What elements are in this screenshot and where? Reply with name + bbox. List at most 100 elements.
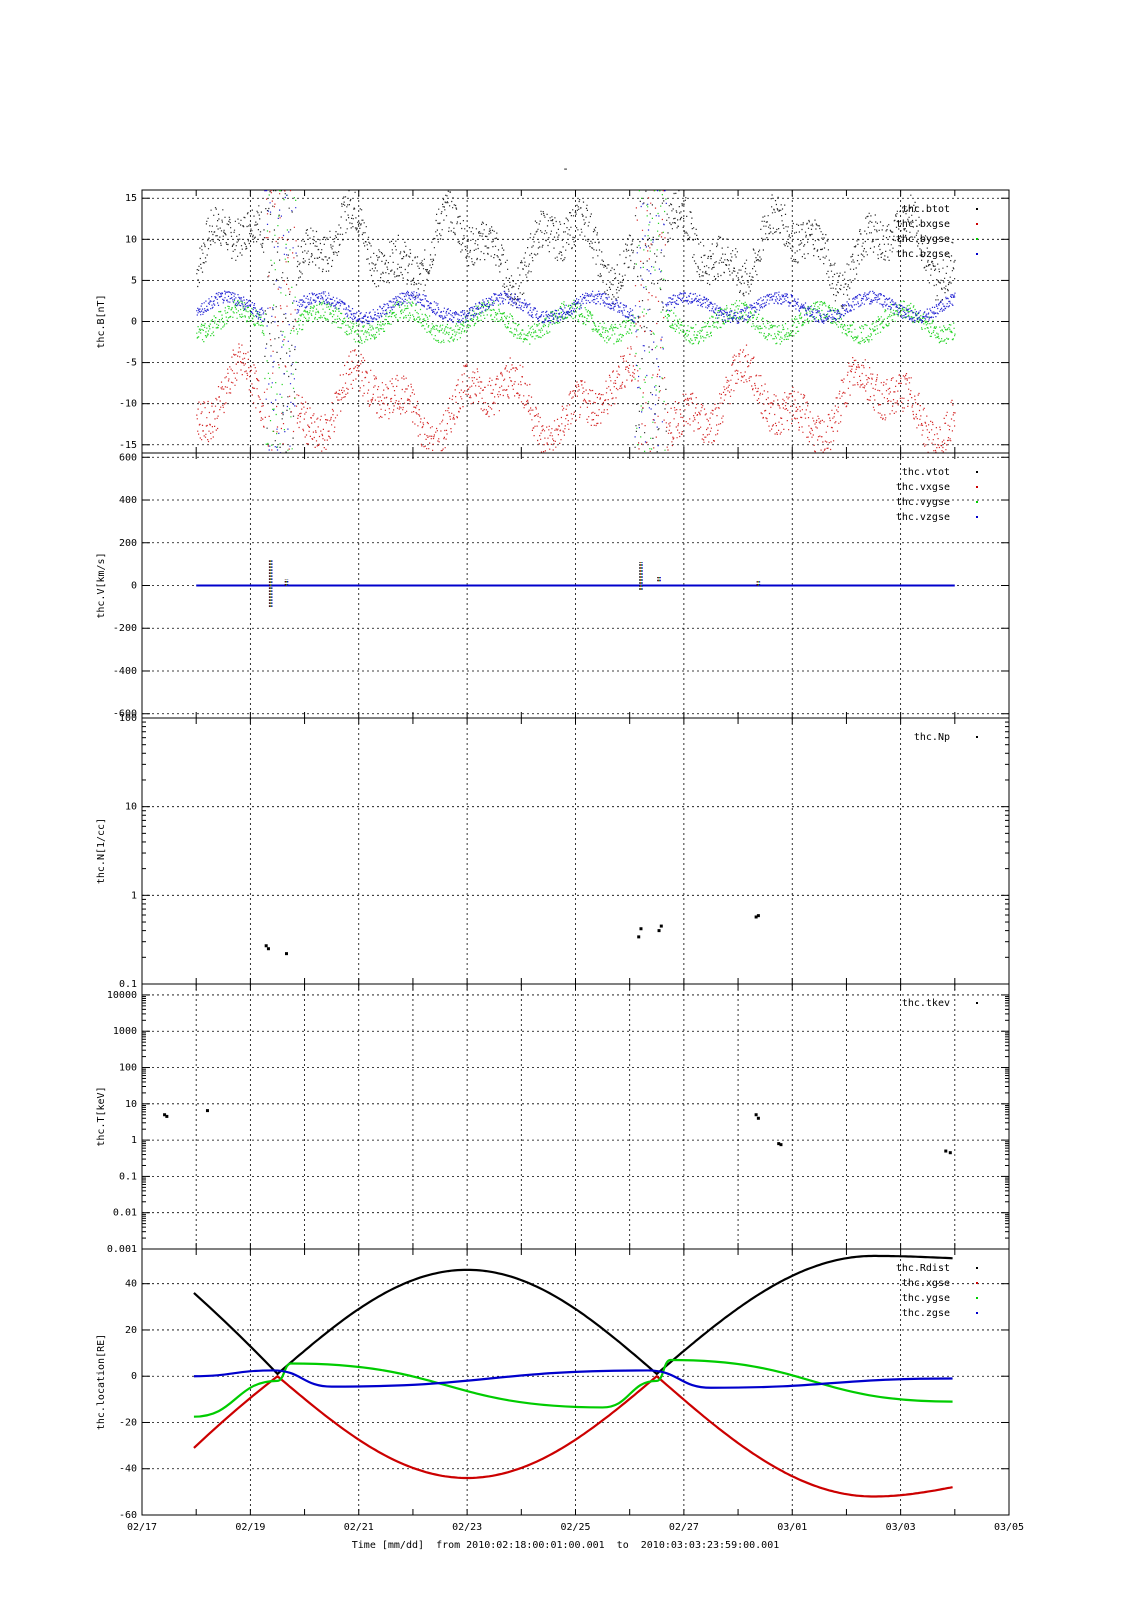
y-tick-label: -400 xyxy=(113,666,137,677)
y-tick-label: 40 xyxy=(125,1279,137,1290)
legend-label: thc.bxgse xyxy=(896,219,950,230)
legend-marker xyxy=(976,1267,978,1269)
data-point xyxy=(659,924,663,928)
data-point xyxy=(205,1109,209,1113)
x-tick-label: 02/27 xyxy=(669,1522,699,1533)
data-point xyxy=(756,914,760,918)
legend-label: thc.tkev xyxy=(902,998,950,1009)
y-tick-label: 0 xyxy=(131,581,137,592)
panel-4: 0.001 0.01 0.1 1 10 100 1000 10000 thc.T[keV] thc… xyxy=(96,983,1010,1255)
legend-marker xyxy=(976,238,978,240)
legend-label: thc.vygse xyxy=(896,497,950,508)
series-thc.Rdist xyxy=(193,1254,953,1376)
legend-label: thc.Rdist xyxy=(896,1263,950,1274)
legend-marker xyxy=(976,223,978,225)
y-tick-label: 1000 xyxy=(113,1026,137,1037)
y-tick-label: 15 xyxy=(125,193,137,204)
y-axis-label: thc.location[RE] xyxy=(96,1334,107,1430)
y-axis-label: thc.T[keV] xyxy=(96,1086,107,1146)
y-tick-label: 1 xyxy=(131,1135,137,1146)
legend-label: thc.xgse xyxy=(902,1278,950,1289)
y-tick-label: 10 xyxy=(125,234,137,245)
legend-label: thc.bygse xyxy=(896,234,950,245)
legend-marker xyxy=(976,736,978,738)
data-point xyxy=(948,1151,952,1155)
legend-label: thc.ygse xyxy=(902,1293,950,1304)
legend-marker xyxy=(976,486,978,488)
y-tick-label: -40 xyxy=(119,1464,137,1475)
y-tick-label: 10 xyxy=(125,802,137,813)
y-tick-label: 100 xyxy=(119,1063,137,1074)
legend-label: thc.vtot xyxy=(902,467,950,478)
y-tick-label: -5 xyxy=(125,358,137,369)
series-thc.ygse xyxy=(193,1358,953,1418)
y-axis-label: thc.N[1/cc] xyxy=(96,818,107,884)
legend-marker xyxy=(976,1282,978,1284)
x-axis-label: Time [mm/dd] from 2010:02:18:00:01:00.00… xyxy=(0,1540,1131,1551)
y-tick-label: 0.1 xyxy=(119,979,137,990)
y-axis-label: thc.B[nT] xyxy=(96,294,107,348)
y-tick-label: 600 xyxy=(119,452,137,463)
x-tick-label: 03/05 xyxy=(994,1522,1024,1533)
y-tick-label: -60 xyxy=(119,1510,137,1521)
y-tick-label: 100 xyxy=(119,713,137,724)
x-tick-label: 02/19 xyxy=(235,1522,265,1533)
legend-marker xyxy=(976,516,978,518)
x-tick-label: 02/25 xyxy=(560,1522,590,1533)
data-point xyxy=(754,1113,758,1117)
panel-5: -60 -40 -20 0 20 40 thc.location[RE] thc.Rdist t… xyxy=(96,1248,1010,1521)
y-tick-label: 0.01 xyxy=(113,1208,137,1219)
y-tick-label: 5 xyxy=(131,275,137,286)
y-tick-label: 0.1 xyxy=(119,1171,137,1182)
y-axis-label: thc.V[km/s] xyxy=(96,552,107,618)
data-point xyxy=(756,1116,760,1120)
data-point xyxy=(779,1143,783,1147)
data-point xyxy=(657,929,661,933)
y-tick-label: 400 xyxy=(119,495,137,506)
data-point xyxy=(285,952,288,956)
legend-marker xyxy=(976,1312,978,1314)
x-tick-label: 03/03 xyxy=(886,1522,916,1533)
y-tick-label: 10000 xyxy=(107,990,137,1001)
legend-marker xyxy=(976,1297,978,1299)
data-point xyxy=(637,935,641,939)
data-point xyxy=(777,1142,781,1146)
data-point xyxy=(163,1113,167,1117)
legend-label: thc.vxgse xyxy=(896,482,950,493)
y-tick-label: 200 xyxy=(119,538,137,549)
data-point xyxy=(944,1149,948,1153)
legend-marker xyxy=(976,1002,978,1004)
panel-3: 0.1 1 10 100 thc.N[1/cc] thc.Np xyxy=(96,713,1010,990)
panel-1: -15 -10 -5 0 5 10 15 thc.B[nT] thc.btot thc.bxgse… xyxy=(96,189,1010,454)
legend-label: thc.Np xyxy=(914,732,950,743)
x-tick-label: 02/21 xyxy=(344,1522,374,1533)
legend-label: thc.zgse xyxy=(902,1308,950,1319)
x-tick-label: 02/23 xyxy=(452,1522,482,1533)
y-tick-label: 0 xyxy=(131,317,137,328)
legend-marker xyxy=(976,501,978,503)
legend-marker xyxy=(976,253,978,255)
page-title: - xyxy=(562,162,569,175)
x-tick-label: 03/01 xyxy=(777,1522,807,1533)
y-tick-label: -200 xyxy=(113,623,137,634)
y-tick-label: 0.001 xyxy=(107,1244,137,1255)
y-tick-label: 1 xyxy=(131,890,137,901)
y-tick-label: 10 xyxy=(125,1099,137,1110)
data-point xyxy=(754,915,758,919)
y-tick-label: 20 xyxy=(125,1325,137,1336)
x-axis-label-range: from 2010:02:18:00:01:00.001 to 2010:03:… xyxy=(436,1540,780,1551)
legend-marker xyxy=(976,471,978,473)
panel-2: -600 -400 -200 0 200 400 600 thc.V[km/s] thc.vto… xyxy=(96,452,1010,720)
series-thc.zgse xyxy=(193,1369,953,1389)
series-thc.xgse xyxy=(193,1374,953,1498)
data-point xyxy=(264,944,268,948)
data-point xyxy=(639,927,643,931)
y-tick-label: -15 xyxy=(119,440,137,451)
x-tick-label: 02/17 xyxy=(127,1522,157,1533)
data-point xyxy=(266,947,270,951)
legend-label: thc.btot xyxy=(902,204,950,215)
legend-marker xyxy=(976,208,978,210)
y-tick-label: -600 xyxy=(113,709,137,720)
legend-label: thc.bzgse xyxy=(896,249,950,260)
